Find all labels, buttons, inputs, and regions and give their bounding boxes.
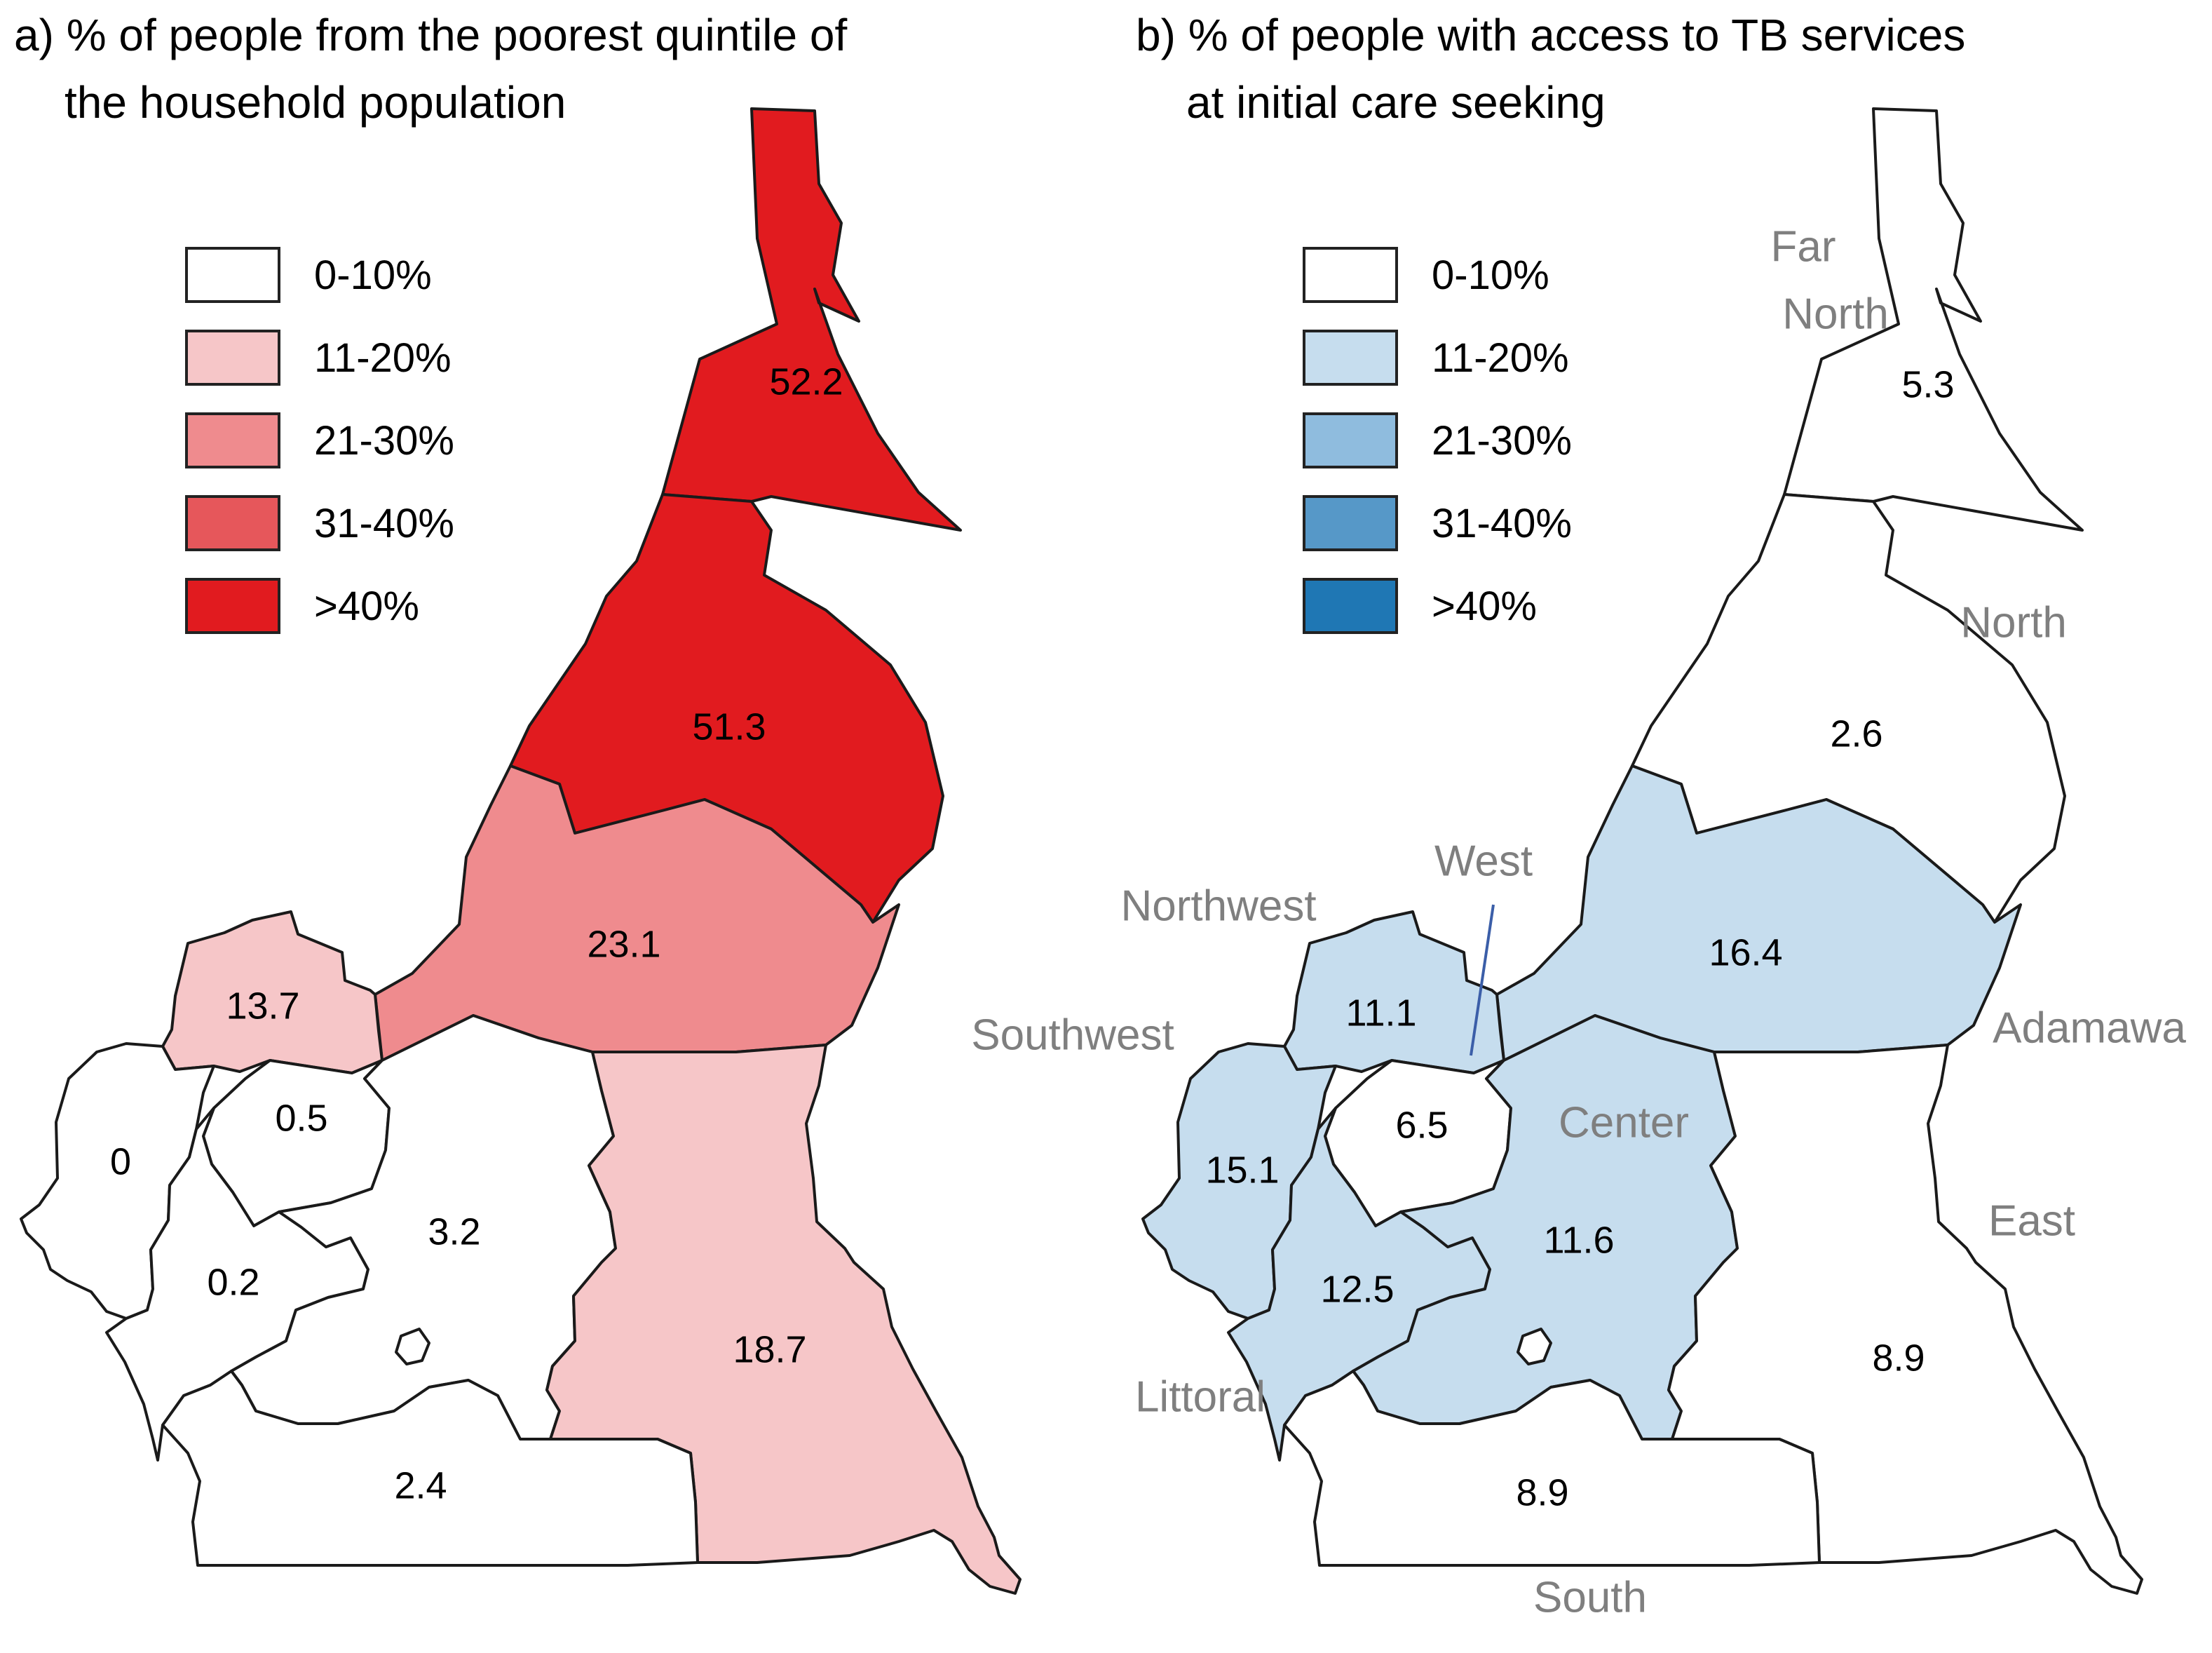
legend-b-swatch xyxy=(1303,247,1398,303)
value-b-southwest: 15.1 xyxy=(1205,1149,1279,1191)
panel-b-title: b) % of people with access to TB service… xyxy=(1136,1,1965,136)
region-name-far-north-line2: North xyxy=(1782,290,1889,338)
value-a-northwest: 13.7 xyxy=(226,985,299,1027)
legend-a-item: 11-20% xyxy=(185,330,550,389)
legend-a-swatch xyxy=(185,247,280,303)
region-name-adamawa: Adamawa xyxy=(1993,1004,2186,1052)
legend-a-label: >40% xyxy=(314,583,419,629)
region-name-east: East xyxy=(1988,1196,2075,1245)
region-name-northwest: Northwest xyxy=(1120,882,1316,930)
legend-b-label: 21-30% xyxy=(1432,418,1572,464)
legend-b-label: 31-40% xyxy=(1432,501,1572,546)
legend-b-swatch xyxy=(1303,578,1398,634)
legend-b-swatch xyxy=(1303,330,1398,386)
value-b-east: 8.9 xyxy=(1872,1337,1925,1379)
value-b-far-north: 5.3 xyxy=(1901,363,1954,405)
value-b-north: 2.6 xyxy=(1830,713,1882,755)
west-leader-line xyxy=(1470,904,1495,1056)
value-b-west: 6.5 xyxy=(1395,1104,1448,1146)
panel-a-values: 52.2 51.3 23.1 13.7 0.5 0 0.2 3.2 18.7 2… xyxy=(110,360,843,1506)
legend-a-label: 21-30% xyxy=(314,418,454,464)
region-name-littoral: Littoral xyxy=(1135,1372,1266,1421)
legend-a-item: >40% xyxy=(185,578,550,637)
value-b-northwest: 11.1 xyxy=(1345,992,1416,1034)
value-b-littoral: 12.5 xyxy=(1320,1268,1394,1310)
value-a-north: 51.3 xyxy=(692,706,766,748)
map-a-far-north xyxy=(661,107,962,532)
legend-a-item: 21-30% xyxy=(185,412,550,471)
legend-b-swatch xyxy=(1303,412,1398,468)
region-name-southwest: Southwest xyxy=(971,1011,1174,1059)
value-a-center: 3.2 xyxy=(428,1210,480,1253)
region-name-far-north-line1: Far xyxy=(1771,222,1836,271)
region-name-center: Center xyxy=(1559,1098,1689,1147)
legend-b-label: >40% xyxy=(1432,583,1537,629)
legend-a-swatch xyxy=(185,495,280,551)
legend-a-item: 0-10% xyxy=(185,247,550,306)
value-a-east: 18.7 xyxy=(733,1328,806,1370)
panel-b-title-line1: b) % of people with access to TB service… xyxy=(1136,10,1966,60)
panel-b-map xyxy=(1141,107,2143,1595)
legend-a-label: 0-10% xyxy=(314,252,432,298)
value-a-southwest: 0 xyxy=(110,1140,131,1182)
map-a-lake xyxy=(395,1328,430,1365)
region-name-west: West xyxy=(1434,837,1533,885)
panel-b-values: 5.3 2.6 16.4 11.1 6.5 15.1 12.5 11.6 8.9… xyxy=(1205,363,1954,1513)
legend-a-label: 31-40% xyxy=(314,501,454,546)
value-a-littoral: 0.2 xyxy=(207,1261,259,1303)
legend-b-item: 31-40% xyxy=(1303,495,1667,554)
legend-a-item: 31-40% xyxy=(185,495,550,554)
legend-b-label: 11-20% xyxy=(1432,335,1569,381)
legend-a-label: 11-20% xyxy=(314,335,452,381)
value-a-south: 2.4 xyxy=(394,1464,447,1506)
region-name-north: North xyxy=(1960,598,2067,647)
map-a-east xyxy=(545,1044,1022,1595)
panel-a-map xyxy=(20,107,1022,1595)
value-b-center: 11.6 xyxy=(1543,1219,1614,1261)
legend-b-item: 11-20% xyxy=(1303,330,1667,389)
map-b-lake xyxy=(1516,1328,1552,1365)
panel-b-title-line2: at initial care seeking xyxy=(1186,77,1606,128)
legend-a-swatch xyxy=(185,578,280,634)
panel-a-title: a) % of people from the poorest quintile… xyxy=(14,1,847,136)
panel-b-region-names: Far North North West Northwest Southwest… xyxy=(971,222,2186,1621)
value-a-west: 0.5 xyxy=(275,1097,327,1139)
map-b-far-north xyxy=(1783,107,2084,532)
value-b-adamawa: 16.4 xyxy=(1709,931,1782,973)
legend-a-swatch xyxy=(185,412,280,468)
legend-b-swatch xyxy=(1303,495,1398,551)
value-a-adamawa: 23.1 xyxy=(587,923,660,965)
panel-a-title-line1: a) % of people from the poorest quintile… xyxy=(14,10,848,60)
map-b-east xyxy=(1667,1044,2143,1595)
region-name-south: South xyxy=(1533,1573,1647,1621)
legend-b-item: 0-10% xyxy=(1303,247,1667,306)
map-a-south xyxy=(161,1370,699,1567)
legend-b-item: >40% xyxy=(1303,578,1667,637)
map-b-south xyxy=(1283,1370,1821,1567)
value-b-south: 8.9 xyxy=(1516,1471,1568,1513)
value-a-far-north: 52.2 xyxy=(769,360,843,403)
legend-b-label: 0-10% xyxy=(1432,252,1549,298)
legend-a-swatch xyxy=(185,330,280,386)
panel-a-title-line2: the household population xyxy=(65,77,566,128)
legend-b-item: 21-30% xyxy=(1303,412,1667,471)
